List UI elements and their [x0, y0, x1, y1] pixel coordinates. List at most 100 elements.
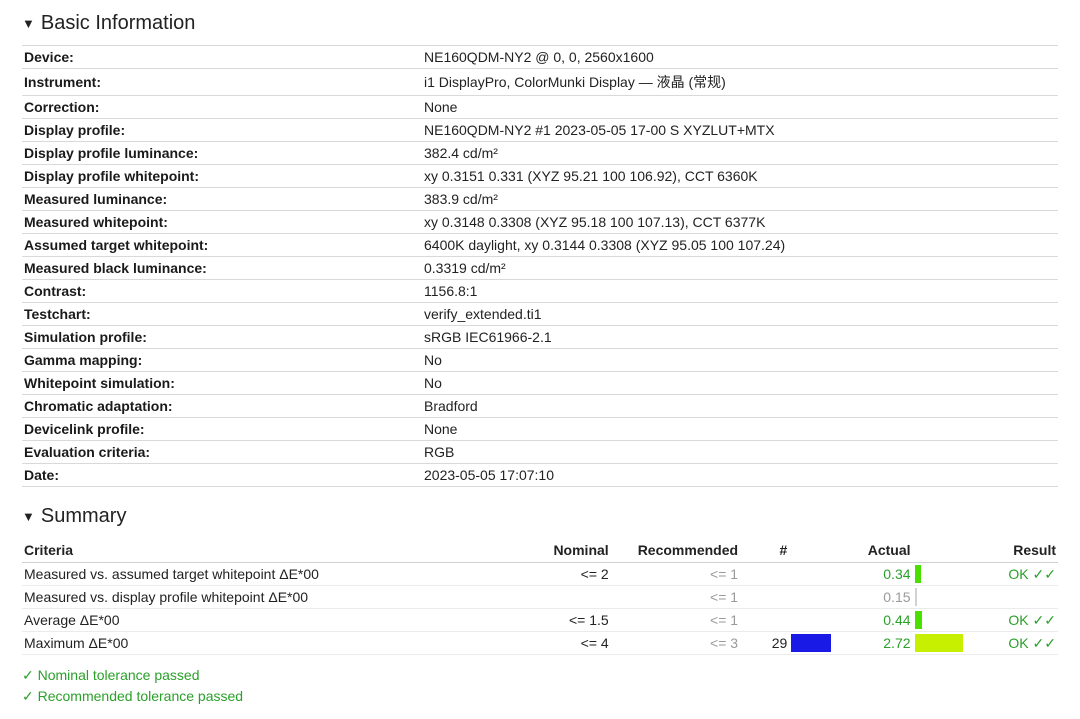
info-row: Whitepoint simulation:No	[22, 372, 1058, 395]
info-row: Evaluation criteria:RGB	[22, 441, 1058, 464]
basic-info-header[interactable]: ▼ Basic Information	[22, 12, 1058, 35]
bar-fill	[915, 611, 923, 629]
hash-cell	[740, 609, 789, 632]
info-row: Device:NE160QDM-NY2 @ 0, 0, 2560x1600	[22, 46, 1058, 69]
info-label: Devicelink profile:	[22, 418, 422, 441]
bar-fill	[915, 565, 921, 583]
basic-info-table: Device:NE160QDM-NY2 @ 0, 0, 2560x1600Ins…	[22, 45, 1058, 487]
info-label: Instrument:	[22, 69, 422, 96]
info-row: Measured black luminance:0.3319 cd/m²	[22, 257, 1058, 280]
recommended-cell: <= 1	[611, 586, 740, 609]
col-actual: Actual	[833, 538, 912, 563]
info-label: Device:	[22, 46, 422, 69]
nominal-cell	[502, 586, 611, 609]
hash-cell	[740, 563, 789, 586]
swatch-cell	[789, 586, 833, 609]
summary-header[interactable]: ▼ Summary	[22, 505, 1058, 528]
info-row: Correction:None	[22, 96, 1058, 119]
criteria-cell: Measured vs. display profile whitepoint …	[22, 586, 502, 609]
info-label: Simulation profile:	[22, 326, 422, 349]
col-nominal: Nominal	[502, 538, 611, 563]
info-label: Chromatic adaptation:	[22, 395, 422, 418]
recommended-cell: <= 1	[611, 609, 740, 632]
info-row: Measured whitepoint:xy 0.3148 0.3308 (XY…	[22, 211, 1058, 234]
info-label: Display profile luminance:	[22, 142, 422, 165]
info-row: Simulation profile:sRGB IEC61966-2.1	[22, 326, 1058, 349]
nominal-cell: <= 1.5	[502, 609, 611, 632]
result-cell	[989, 586, 1058, 609]
info-row: Testchart:verify_extended.ti1	[22, 303, 1058, 326]
col-hash: #	[740, 538, 789, 563]
info-row: Assumed target whitepoint:6400K daylight…	[22, 234, 1058, 257]
info-label: Gamma mapping:	[22, 349, 422, 372]
legend-recommended: ✓ Recommended tolerance passed	[22, 686, 1058, 707]
basic-info-title: Basic Information	[41, 12, 196, 35]
info-label: Evaluation criteria:	[22, 441, 422, 464]
info-value: No	[422, 372, 1058, 395]
summary-row: Average ΔE*00<= 1.5<= 10.44OK ✓✓	[22, 609, 1058, 632]
result-cell: OK ✓✓	[989, 609, 1058, 632]
info-value: Bradford	[422, 395, 1058, 418]
bar-fill	[915, 634, 964, 652]
info-label: Measured whitepoint:	[22, 211, 422, 234]
col-result: Result	[989, 538, 1058, 563]
swatch-cell	[789, 632, 833, 655]
info-row: Display profile:NE160QDM-NY2 #1 2023-05-…	[22, 119, 1058, 142]
info-value: NE160QDM-NY2 @ 0, 0, 2560x1600	[422, 46, 1058, 69]
summary-row: Maximum ΔE*00<= 4<= 329 2.72 OK ✓✓	[22, 632, 1058, 655]
info-label: Whitepoint simulation:	[22, 372, 422, 395]
criteria-cell: Average ΔE*00	[22, 609, 502, 632]
info-row: Instrument:i1 DisplayPro, ColorMunki Dis…	[22, 69, 1058, 96]
collapse-icon: ▼	[22, 16, 35, 31]
actual-cell: 0.34	[833, 563, 912, 586]
info-label: Assumed target whitepoint:	[22, 234, 422, 257]
info-value: 2023-05-05 17:07:10	[422, 464, 1058, 487]
info-label: Date:	[22, 464, 422, 487]
info-row: Chromatic adaptation:Bradford	[22, 395, 1058, 418]
info-value: 1156.8:1	[422, 280, 1058, 303]
info-value: verify_extended.ti1	[422, 303, 1058, 326]
info-row: Gamma mapping:No	[22, 349, 1058, 372]
summary-table: Criteria Nominal Recommended # Actual Re…	[22, 538, 1058, 655]
color-swatch	[791, 634, 831, 652]
nominal-cell: <= 2	[502, 563, 611, 586]
info-row: Display profile luminance:382.4 cd/m²	[22, 142, 1058, 165]
swatch-cell	[789, 563, 833, 586]
bar-cell	[913, 609, 989, 632]
col-bar	[913, 538, 989, 563]
bar-cell	[913, 632, 989, 655]
info-label: Display profile whitepoint:	[22, 165, 422, 188]
nominal-cell: <= 4	[502, 632, 611, 655]
summary-row: Measured vs. display profile whitepoint …	[22, 586, 1058, 609]
bar-cell	[913, 586, 989, 609]
info-value: RGB	[422, 441, 1058, 464]
bar-fill	[915, 588, 918, 606]
actual-cell: 2.72	[833, 632, 912, 655]
info-label: Correction:	[22, 96, 422, 119]
summary-title: Summary	[41, 505, 127, 528]
info-value: None	[422, 96, 1058, 119]
info-value: 383.9 cd/m²	[422, 188, 1058, 211]
collapse-icon: ▼	[22, 509, 35, 524]
legend-nominal: ✓ Nominal tolerance passed	[22, 665, 1058, 686]
recommended-cell: <= 3	[611, 632, 740, 655]
recommended-cell: <= 1	[611, 563, 740, 586]
info-row: Measured luminance:383.9 cd/m²	[22, 188, 1058, 211]
info-row: Display profile whitepoint:xy 0.3151 0.3…	[22, 165, 1058, 188]
criteria-cell: Maximum ΔE*00	[22, 632, 502, 655]
result-cell: OK ✓✓	[989, 632, 1058, 655]
info-value: 0.3319 cd/m²	[422, 257, 1058, 280]
result-cell: OK ✓✓	[989, 563, 1058, 586]
swatch-cell	[789, 609, 833, 632]
info-value: No	[422, 349, 1058, 372]
info-row: Devicelink profile:None	[22, 418, 1058, 441]
info-row: Date:2023-05-05 17:07:10	[22, 464, 1058, 487]
info-value: 382.4 cd/m²	[422, 142, 1058, 165]
criteria-cell: Measured vs. assumed target whitepoint Δ…	[22, 563, 502, 586]
col-recommended: Recommended	[611, 538, 740, 563]
hash-cell: 29	[740, 632, 789, 655]
col-swatch	[789, 538, 833, 563]
info-value: xy 0.3151 0.331 (XYZ 95.21 100 106.92), …	[422, 165, 1058, 188]
info-value: xy 0.3148 0.3308 (XYZ 95.18 100 107.13),…	[422, 211, 1058, 234]
actual-cell: 0.15	[833, 586, 912, 609]
